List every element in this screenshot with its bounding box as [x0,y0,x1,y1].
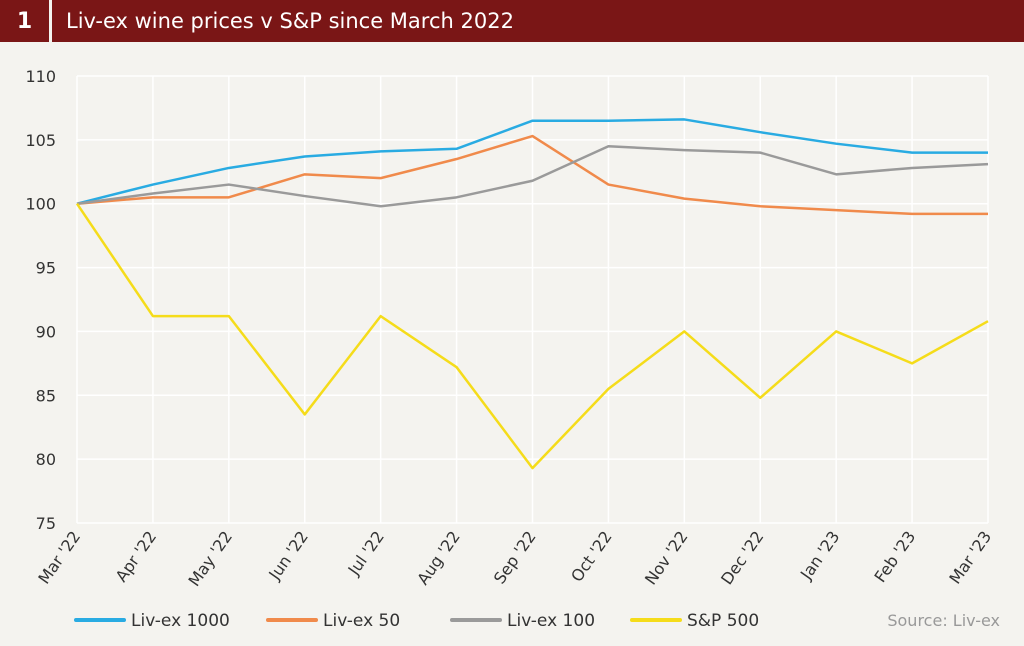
x-tick-label: Oct '22 [567,527,616,585]
source-note: Source: Liv-ex [887,611,1000,630]
x-tick-label: Jul '22 [344,527,388,579]
x-tick-label: Apr '22 [112,527,161,585]
y-tick-label: 90 [36,322,56,341]
x-tick-label: Jun '22 [264,527,312,584]
x-tick-label: May '22 [184,527,236,589]
y-tick-label: 80 [36,450,56,469]
y-tick-label: 110 [25,67,56,86]
x-tick-label: Dec '22 [717,527,767,588]
legend-label: Liv-ex 50 [323,611,400,631]
x-tick-label: Nov '22 [641,527,692,588]
x-tick-label: Feb '23 [870,527,919,586]
x-tick-label: Mar '22 [34,527,84,587]
legend-label: Liv-ex 1000 [131,611,230,631]
legend-label: S&P 500 [687,611,759,631]
x-tick-label: Aug '22 [413,527,464,588]
y-tick-label: 95 [36,259,56,278]
x-tick-label: Mar '23 [945,527,995,587]
y-tick-label: 85 [36,386,56,405]
chart-title: Liv-ex wine prices v S&P since March 202… [66,9,514,33]
y-tick-label: 75 [36,514,56,533]
x-tick-label: Jan '23 [796,527,843,583]
legend-label: Liv-ex 100 [507,611,595,631]
y-tick-label: 100 [25,195,56,214]
y-tick-label: 105 [25,131,56,150]
chart-header: 1 Liv-ex wine prices v S&P since March 2… [0,0,1024,42]
x-tick-label: Sep '22 [490,527,540,587]
figure-number: 1 [0,0,52,42]
